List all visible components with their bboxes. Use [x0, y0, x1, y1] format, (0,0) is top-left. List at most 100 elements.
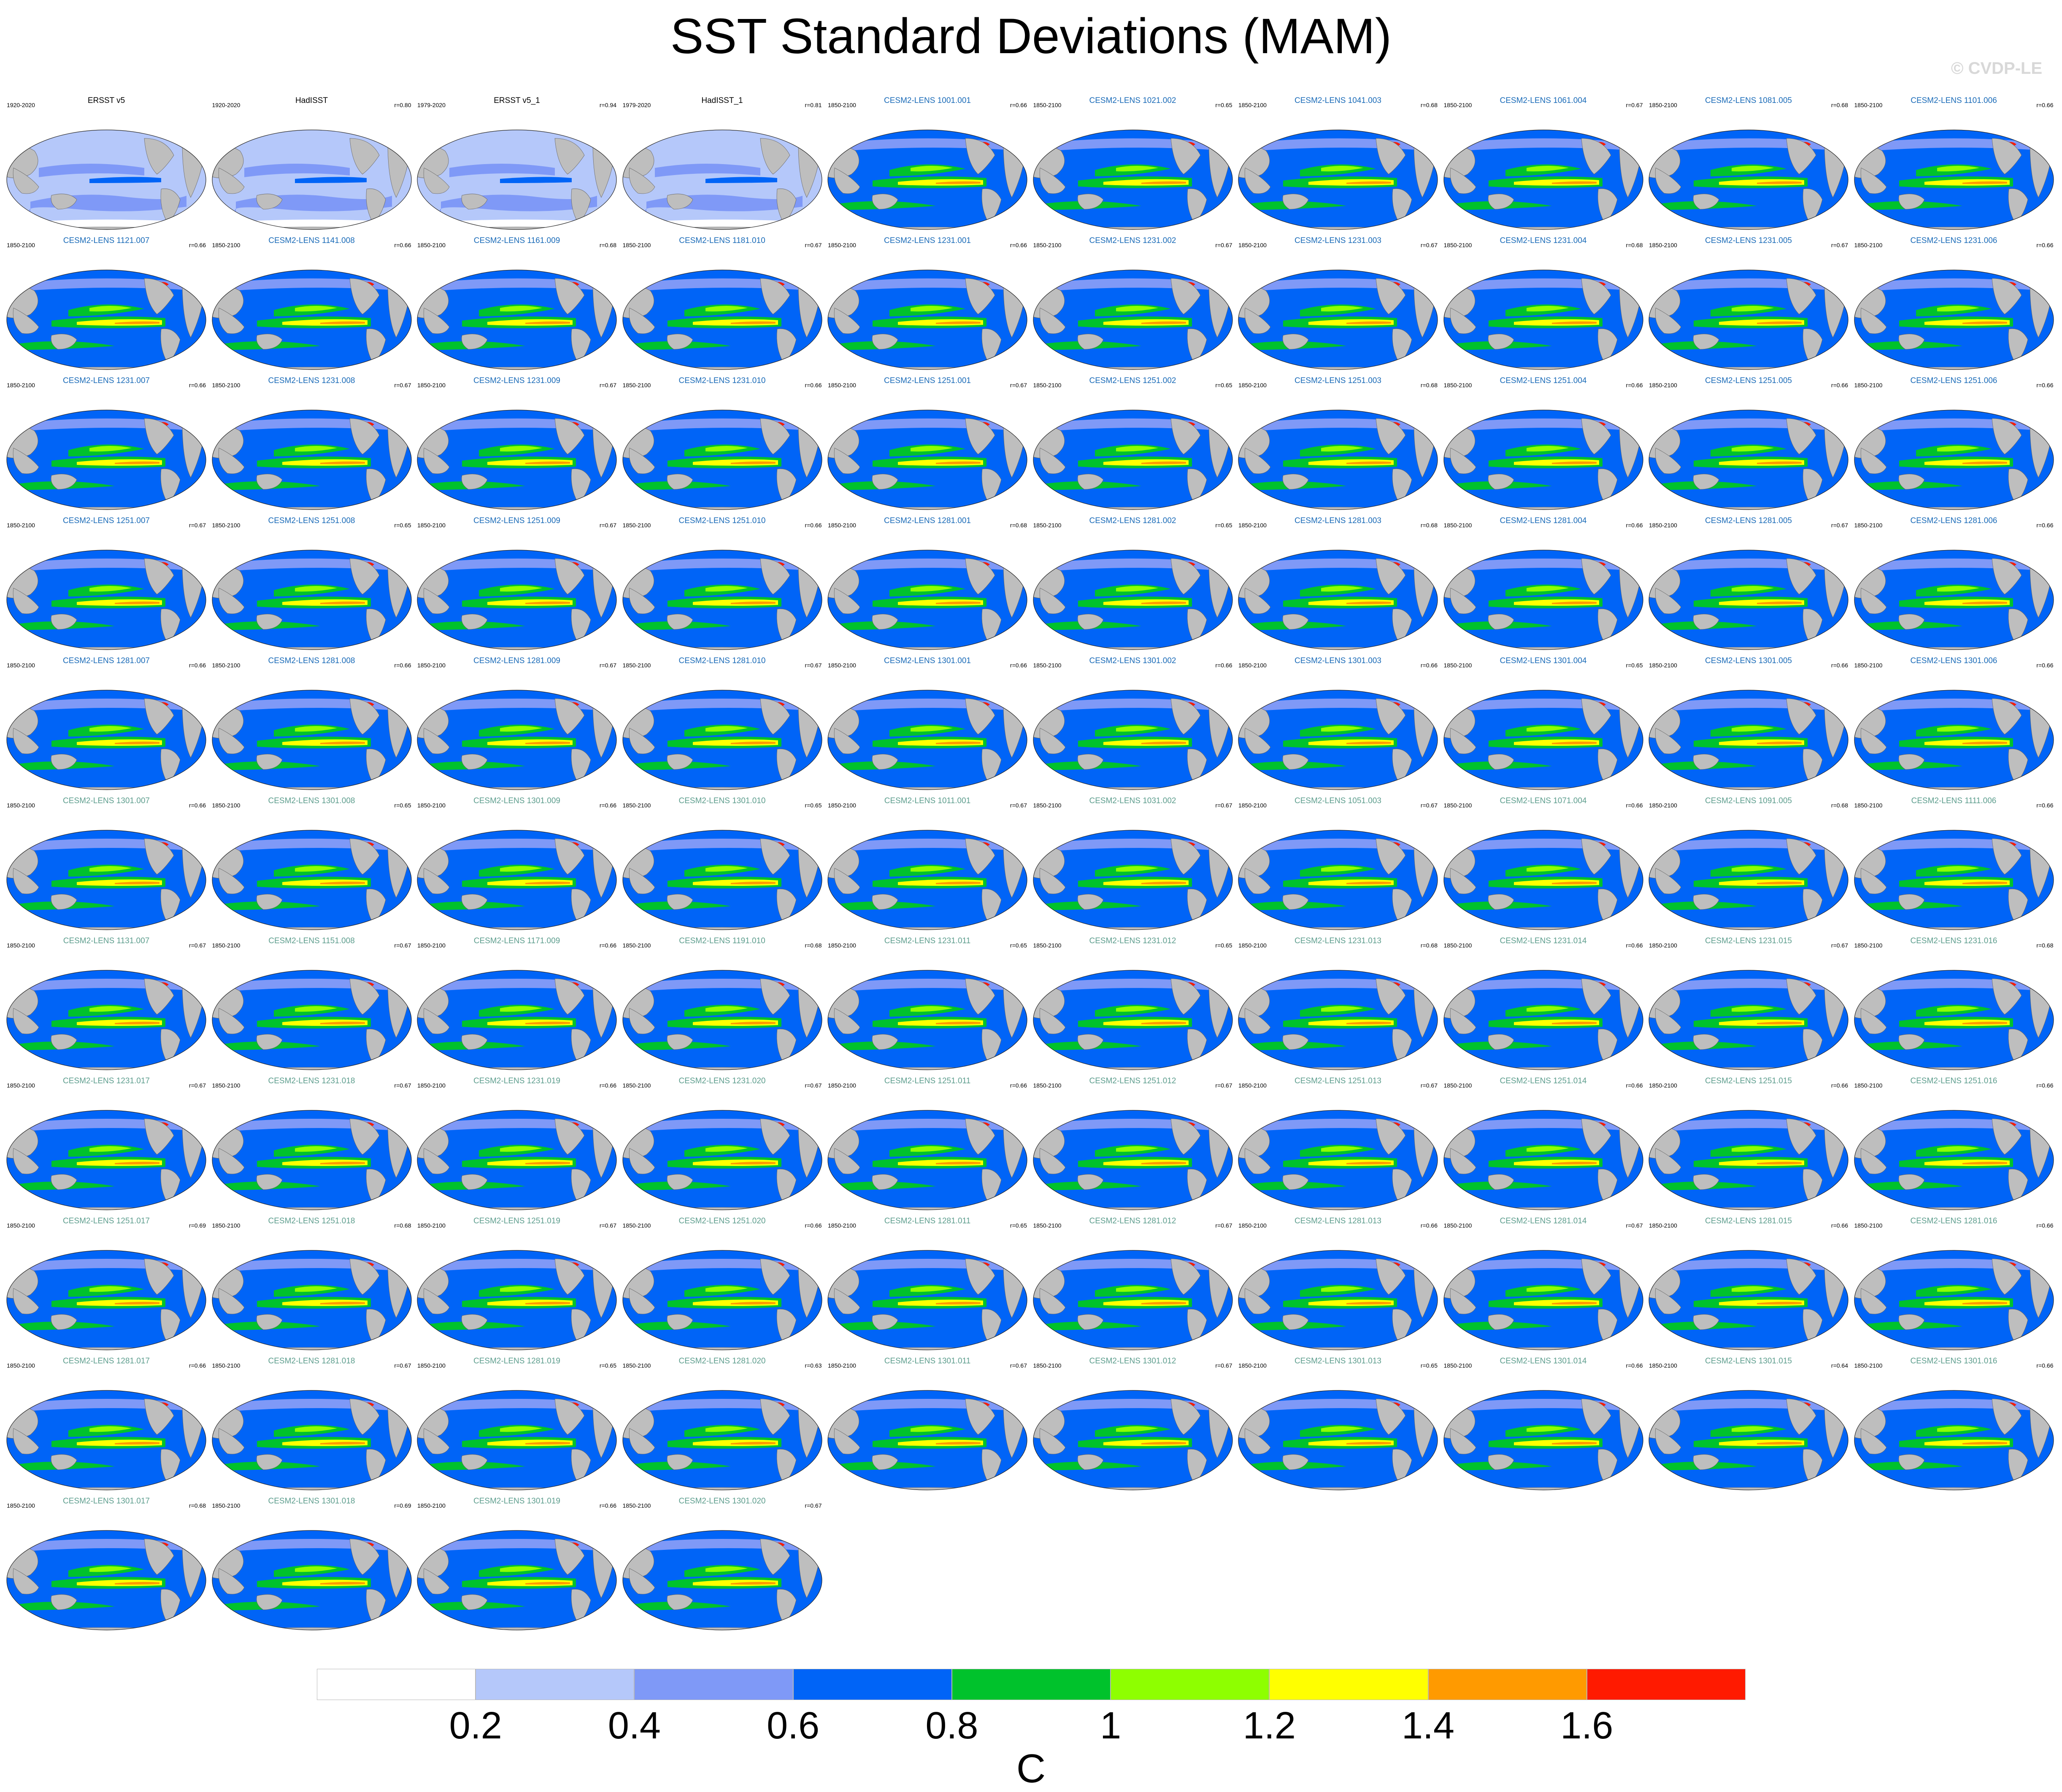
land-mass [423, 1428, 450, 1455]
enso-peak [1141, 321, 1186, 324]
land-mass [776, 188, 796, 223]
land-mass [571, 1589, 591, 1624]
panel-pattern-correlation: r=0.67 [1420, 802, 1438, 809]
land-mass [13, 588, 39, 614]
map-border [1238, 410, 1438, 510]
panel-years: 1850-2100 [1649, 382, 1677, 389]
panel-years: 1850-2100 [417, 942, 446, 949]
map-panel: CESM2-LENS 1301.016 1850-2100 r=0.66 [1853, 1357, 2055, 1496]
map-border [1032, 410, 1233, 510]
land-mass [461, 1594, 488, 1610]
map-border [1649, 1390, 1849, 1490]
map-plot [1032, 970, 1233, 1070]
north-pacific-core [1937, 1426, 1979, 1432]
land-mass [417, 227, 616, 229]
map-border [1238, 830, 1438, 930]
north-pacific-core [295, 1566, 337, 1572]
map-plot [1649, 410, 1849, 510]
north-pacific-core [1321, 306, 1363, 312]
panel-years: 1850-2100 [1443, 1362, 1472, 1369]
panel-pattern-correlation: r=0.66 [1831, 382, 1848, 389]
panel-pattern-correlation: r=0.66 [805, 522, 822, 529]
land-mass [1077, 194, 1103, 210]
map-plot [827, 550, 1027, 650]
land-mass [554, 698, 585, 735]
panel-title: CESM2-LENS 1301.019 [473, 1497, 560, 1506]
panel-title: CESM2-LENS 1251.005 [1705, 376, 1792, 385]
land-mass [218, 308, 244, 334]
panel-pattern-correlation: r=0.67 [1831, 522, 1848, 529]
panel-pattern-correlation: r=0.66 [1626, 382, 1643, 389]
land-mass [828, 1347, 1027, 1350]
land-mass [160, 1309, 181, 1344]
panel-pattern-correlation: r=0.68 [2036, 942, 2054, 949]
map-panel: CESM2-LENS 1151.008 1850-2100 r=0.67 [211, 936, 413, 1076]
land-mass [1655, 588, 1681, 614]
land-mass [667, 1174, 693, 1190]
land-mass [1282, 474, 1309, 490]
enso-peak [115, 741, 159, 745]
colorbar-swatch [1586, 1669, 1746, 1700]
panel-years: 1850-2100 [828, 522, 856, 529]
land-mass [622, 507, 822, 510]
panel-title: CESM2-LENS 1281.002 [1089, 516, 1176, 525]
panel-years: 1850-2100 [1649, 242, 1677, 248]
map-panel: CESM2-LENS 1051.003 1850-2100 r=0.67 [1237, 796, 1439, 936]
land-mass [212, 1067, 411, 1070]
panel-pattern-correlation: r=0.67 [394, 1362, 411, 1369]
enso-peak [936, 1161, 981, 1165]
land-mass [1597, 1309, 1617, 1344]
land-mass [51, 1034, 77, 1050]
map-plot [1443, 970, 1643, 1070]
map-plot [1238, 130, 1438, 230]
land-mass [1077, 1174, 1103, 1190]
panel-years: 1850-2100 [212, 522, 241, 529]
map-border [417, 270, 617, 370]
map-border [622, 830, 822, 930]
map-border [622, 1530, 822, 1630]
panel-title: CESM2-LENS 1231.008 [268, 376, 355, 385]
north-pacific-core [1937, 1006, 1979, 1012]
map-plot [622, 690, 822, 790]
land-mass [1581, 838, 1611, 875]
land-mass [554, 978, 585, 1015]
north-pacific-core [911, 866, 953, 872]
map-plot [6, 1250, 206, 1350]
land-mass [667, 1454, 693, 1470]
map-border [1443, 270, 1643, 370]
panel-years: 1850-2100 [1238, 662, 1267, 669]
panel-pattern-correlation: r=0.65 [1215, 102, 1232, 108]
panel-pattern-correlation: r=0.66 [394, 662, 411, 669]
map-panel: CESM2-LENS 1061.004 1850-2100 r=0.67 [1442, 96, 1645, 235]
north-pacific-core [1116, 1146, 1158, 1152]
land-mass [1039, 308, 1065, 334]
land-mass [1187, 188, 1207, 223]
enso-peak [115, 881, 159, 885]
enso-peak [115, 1441, 159, 1445]
panel-pattern-correlation: r=0.66 [1010, 662, 1027, 669]
panel-pattern-correlation: r=0.63 [805, 1362, 822, 1369]
map-plot [1443, 550, 1643, 650]
land-mass [218, 1148, 244, 1174]
land-mass [1693, 194, 1719, 210]
enso-peak [525, 1441, 570, 1445]
map-border [1443, 1390, 1643, 1490]
land-mass [629, 728, 655, 754]
land-mass [1803, 888, 1823, 923]
land-mass [1860, 167, 1886, 194]
land-mass [349, 698, 379, 735]
land-mass [1238, 647, 1438, 650]
land-mass [1581, 138, 1611, 175]
land-mass [1039, 1288, 1065, 1314]
land-mass [160, 188, 181, 223]
panel-years: 1850-2100 [1238, 1082, 1267, 1089]
land-mass [144, 978, 174, 1015]
north-pacific-core [89, 586, 132, 592]
map-plot [1238, 690, 1438, 790]
panel-title: CESM2-LENS 1281.004 [1500, 516, 1587, 525]
land-mass [1854, 927, 2054, 930]
map-plot [1032, 1250, 1233, 1350]
map-plot [1238, 1390, 1438, 1490]
map-panel: CESM2-LENS 1301.003 1850-2100 r=0.66 [1237, 656, 1439, 796]
enso-peak [115, 1161, 159, 1165]
